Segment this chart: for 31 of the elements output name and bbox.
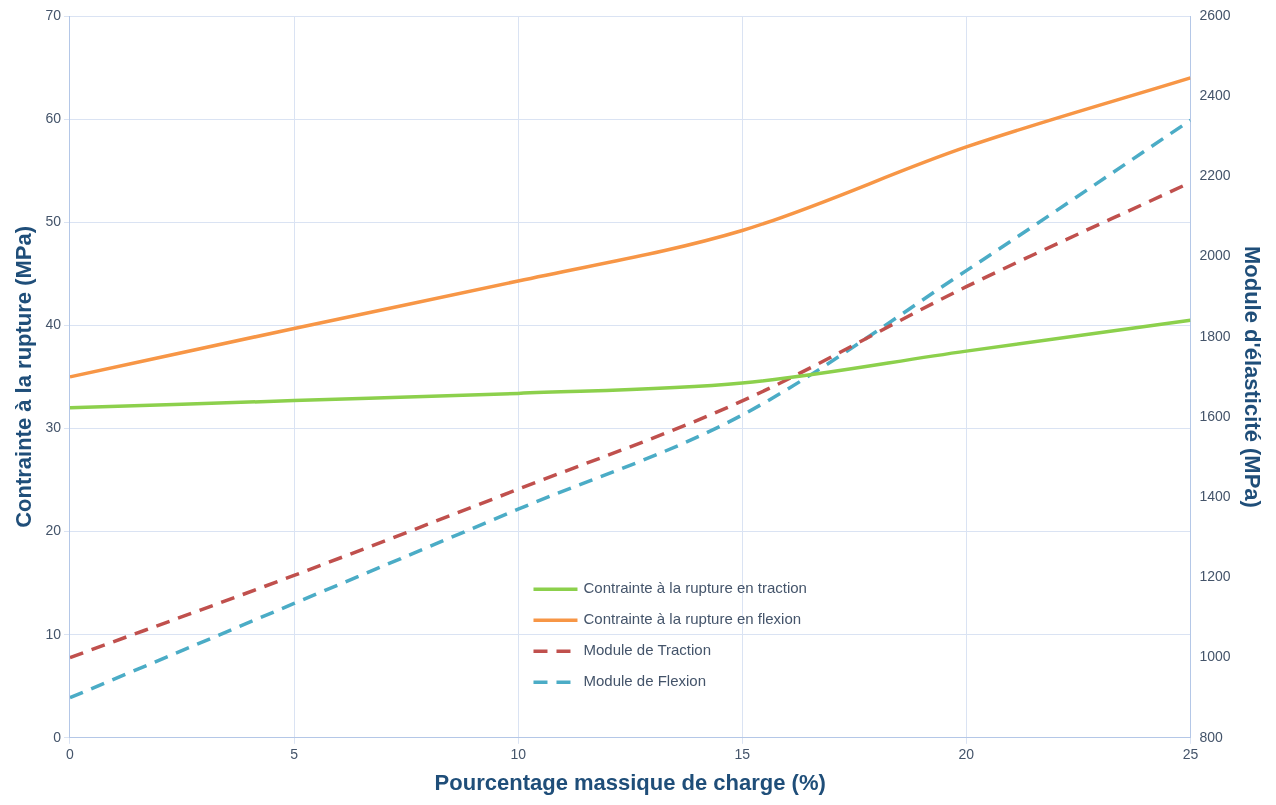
y2-tick-label: 2600 [1199,6,1231,23]
y-tick-label: 50 [45,213,62,230]
y-tick-label: 60 [45,109,62,126]
legend-label: Module de Traction [583,641,712,659]
y2-tick-label: 800 [1199,728,1224,745]
y-axis-title: Contrainte à la rupture (MPa) [11,225,37,528]
y2-tick-label: 1800 [1199,327,1231,344]
x-tick-label: 15 [734,746,751,763]
y2-tick-label: 1000 [1199,648,1231,665]
y2-tick-label: 2000 [1199,247,1231,264]
legend-label: Module de Flexion [583,672,707,690]
y2-tick-label: 1600 [1199,407,1231,424]
y2-axis-title: Module d'élasticité (MPa) [1239,245,1265,508]
y-tick-label: 40 [45,316,62,333]
x-tick-label: 0 [66,746,75,763]
legend-label: Contrainte à la rupture en traction [583,579,807,597]
y-tick-label: 10 [45,625,62,642]
y-tick-label: 0 [53,728,62,745]
x-axis-title: Pourcentage massique de charge (%) [434,769,826,795]
y2-tick-label: 1400 [1199,488,1231,505]
y2-tick-label: 1200 [1199,568,1231,585]
y-tick-label: 70 [45,6,62,23]
x-tick-label: 10 [510,746,527,763]
x-tick-label: 20 [958,746,975,763]
legend-label: Contrainte à la rupture en flexion [583,610,802,628]
y2-tick-label: 2400 [1199,87,1231,104]
y-tick-label: 30 [45,419,62,436]
y-tick-label: 20 [45,522,62,539]
x-tick-label: 25 [1182,746,1199,763]
y2-tick-label: 2200 [1199,167,1231,184]
x-tick-label: 5 [290,746,299,763]
